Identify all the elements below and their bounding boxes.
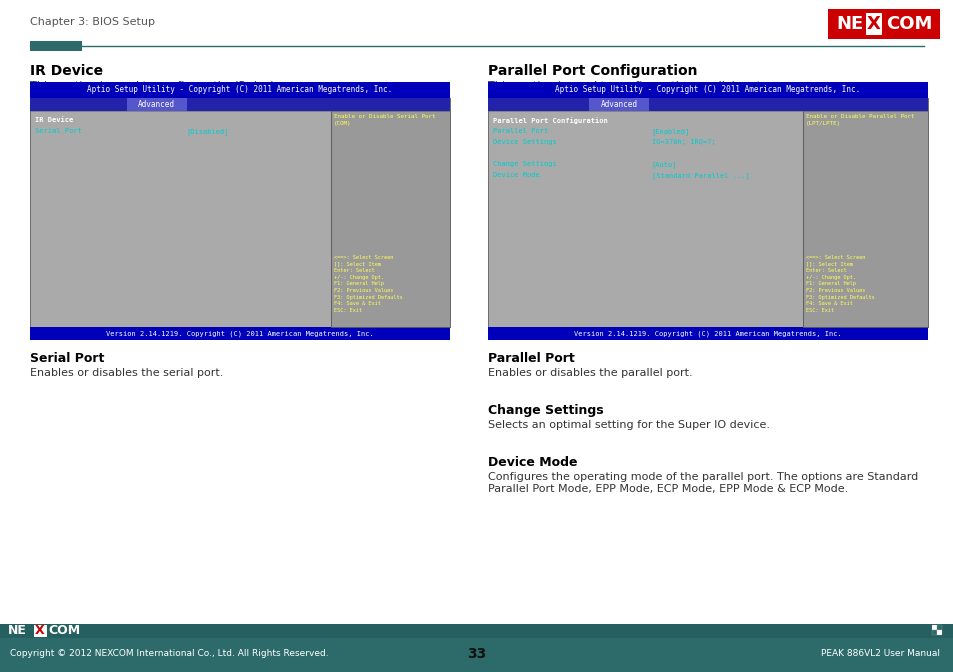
Bar bbox=[34, 625, 47, 637]
Text: Advanced: Advanced bbox=[600, 100, 637, 109]
Bar bbox=[127, 98, 187, 111]
Bar bbox=[936, 630, 941, 635]
Bar bbox=[30, 41, 82, 51]
Bar bbox=[0, 624, 953, 638]
Text: Parallel Port: Parallel Port bbox=[493, 128, 548, 134]
Text: Chapter 3: BIOS Setup: Chapter 3: BIOS Setup bbox=[30, 17, 154, 27]
Text: Parallel Port Configuration: Parallel Port Configuration bbox=[488, 64, 697, 78]
Text: Advanced: Advanced bbox=[138, 100, 175, 109]
Text: Copyright © 2012 NEXCOM International Co., Ltd. All Rights Reserved.: Copyright © 2012 NEXCOM International Co… bbox=[10, 650, 328, 659]
Text: COM: COM bbox=[48, 624, 80, 638]
Bar bbox=[488, 327, 927, 340]
Text: X: X bbox=[35, 624, 45, 638]
Bar bbox=[802, 111, 927, 327]
Bar bbox=[827, 9, 939, 39]
Text: IR Device: IR Device bbox=[30, 64, 103, 78]
Bar bbox=[30, 98, 450, 111]
Bar bbox=[936, 625, 941, 630]
Bar bbox=[30, 82, 450, 98]
Text: [Standard Parallel ...]: [Standard Parallel ...] bbox=[651, 172, 749, 179]
Text: IO=378h; IRQ=7;: IO=378h; IRQ=7; bbox=[651, 139, 715, 145]
Bar bbox=[931, 630, 936, 635]
Text: X: X bbox=[866, 15, 880, 33]
Bar bbox=[331, 111, 450, 327]
Bar bbox=[488, 98, 927, 327]
Text: Version 2.14.1219. Copyright (C) 2011 American Megatrends, Inc.: Version 2.14.1219. Copyright (C) 2011 Am… bbox=[574, 330, 841, 337]
Text: Parallel Port: Parallel Port bbox=[488, 352, 574, 365]
Text: Enables or disables the parallel port.: Enables or disables the parallel port. bbox=[488, 368, 692, 378]
Text: Aptio Setup Utility - Copyright (C) 2011 American Megatrends, Inc.: Aptio Setup Utility - Copyright (C) 2011… bbox=[88, 85, 393, 95]
Text: Change Settings: Change Settings bbox=[493, 161, 557, 167]
Text: Configures the operating mode of the parallel port. The options are Standard
Par: Configures the operating mode of the par… bbox=[488, 472, 918, 494]
Text: [Disabled]: [Disabled] bbox=[187, 128, 229, 135]
Text: Device Mode: Device Mode bbox=[488, 456, 577, 469]
Text: [Auto]: [Auto] bbox=[651, 161, 677, 168]
Text: Aptio Setup Utility - Copyright (C) 2011 American Megatrends, Inc.: Aptio Setup Utility - Copyright (C) 2011… bbox=[555, 85, 860, 95]
Text: Enables or disables the serial port.: Enables or disables the serial port. bbox=[30, 368, 223, 378]
Bar bbox=[488, 98, 927, 111]
Text: Serial Port: Serial Port bbox=[35, 128, 82, 134]
Text: <==>: Select Screen
[]: Select Item
Enter: Select
+/-: Change Opt.
F1: General H: <==>: Select Screen []: Select Item Ente… bbox=[334, 255, 402, 312]
Text: COM: COM bbox=[885, 15, 931, 33]
Text: Enable or Disable Serial Port
(COM): Enable or Disable Serial Port (COM) bbox=[334, 114, 435, 126]
Text: This section is used to configure the IR device.: This section is used to configure the IR… bbox=[30, 81, 290, 91]
Text: <==>: Select Screen
[]: Select Item
Enter: Select
+/-: Change Opt.
F1: General H: <==>: Select Screen []: Select Item Ente… bbox=[805, 255, 874, 312]
Bar bbox=[0, 624, 953, 672]
Text: 33: 33 bbox=[467, 647, 486, 661]
Bar bbox=[589, 98, 649, 111]
Bar bbox=[865, 13, 882, 35]
Bar bbox=[30, 327, 450, 340]
Text: Serial Port: Serial Port bbox=[30, 352, 104, 365]
Text: Parallel Port Configuration: Parallel Port Configuration bbox=[493, 117, 607, 124]
Bar bbox=[931, 625, 936, 630]
Text: NE: NE bbox=[835, 15, 862, 33]
Text: Version 2.14.1219. Copyright (C) 2011 American Megatrends, Inc.: Version 2.14.1219. Copyright (C) 2011 Am… bbox=[106, 330, 374, 337]
Text: [Enabled]: [Enabled] bbox=[651, 128, 689, 135]
Text: IR Device: IR Device bbox=[35, 117, 73, 123]
Text: Device Settings: Device Settings bbox=[493, 139, 557, 145]
Text: Change Settings: Change Settings bbox=[488, 404, 603, 417]
Text: Device Mode: Device Mode bbox=[493, 172, 539, 178]
Text: PEAK 886VL2 User Manual: PEAK 886VL2 User Manual bbox=[821, 650, 939, 659]
Text: Selects an optimal setting for the Super IO device.: Selects an optimal setting for the Super… bbox=[488, 420, 769, 430]
Text: Enable or Disable Parallel Port
(LPT/LPTE): Enable or Disable Parallel Port (LPT/LPT… bbox=[805, 114, 914, 126]
Bar bbox=[30, 98, 450, 327]
Bar bbox=[488, 82, 927, 98]
Text: This section is used to configure the parallel port.: This section is used to configure the pa… bbox=[488, 81, 764, 91]
Text: NE: NE bbox=[8, 624, 27, 638]
